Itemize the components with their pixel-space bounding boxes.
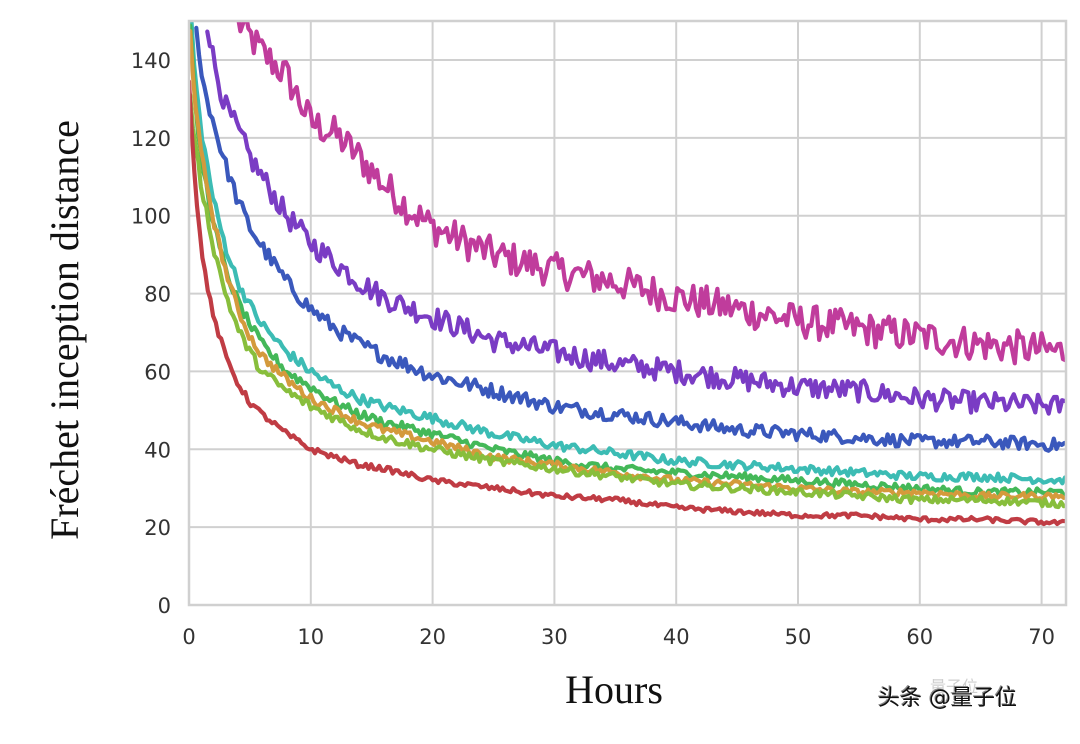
x-tick-label: 50 <box>785 625 812 649</box>
y-axis-ticks: 0 20 40 60 80 100 120 140 <box>131 49 171 618</box>
series-teal-line <box>189 21 1066 486</box>
x-tick-label: 30 <box>541 625 568 649</box>
y-tick-label: 0 <box>158 594 171 618</box>
x-tick-label: 0 <box>182 625 195 649</box>
y-tick-label: 80 <box>144 283 171 307</box>
grid-lines <box>189 21 1066 605</box>
x-axis-title: Hours <box>565 667 663 712</box>
x-tick-label: 40 <box>663 625 690 649</box>
x-axis-ticks: 0 10 20 30 40 50 60 70 <box>182 625 1055 649</box>
y-axis-title: Fréchet inception distance <box>42 120 87 540</box>
series-orange-line <box>189 29 1066 502</box>
series-blue-line <box>194 25 1066 453</box>
x-tick-label: 60 <box>906 625 933 649</box>
watermark-faint-text: 量子位 <box>930 677 979 696</box>
y-tick-label: 100 <box>131 205 171 229</box>
y-tick-label: 120 <box>131 127 171 151</box>
series-purple-line <box>205 29 1066 416</box>
y-tick-label: 20 <box>144 516 171 540</box>
y-tick-label: 60 <box>144 360 171 384</box>
x-tick-label: 20 <box>419 625 446 649</box>
series-red-line <box>189 79 1066 527</box>
x-tick-label: 70 <box>1028 625 1055 649</box>
watermark-text: 头条 @量子位 <box>878 686 1017 711</box>
plot-border <box>187 19 1068 607</box>
series-green-line <box>189 23 1066 498</box>
series-lime-line <box>189 92 1066 510</box>
y-tick-label: 40 <box>144 438 171 462</box>
series-magenta-line <box>236 21 1066 366</box>
x-tick-label: 10 <box>297 625 324 649</box>
y-tick-label: 140 <box>131 49 171 73</box>
plot-frame <box>187 19 1068 607</box>
series-lines <box>189 21 1066 527</box>
